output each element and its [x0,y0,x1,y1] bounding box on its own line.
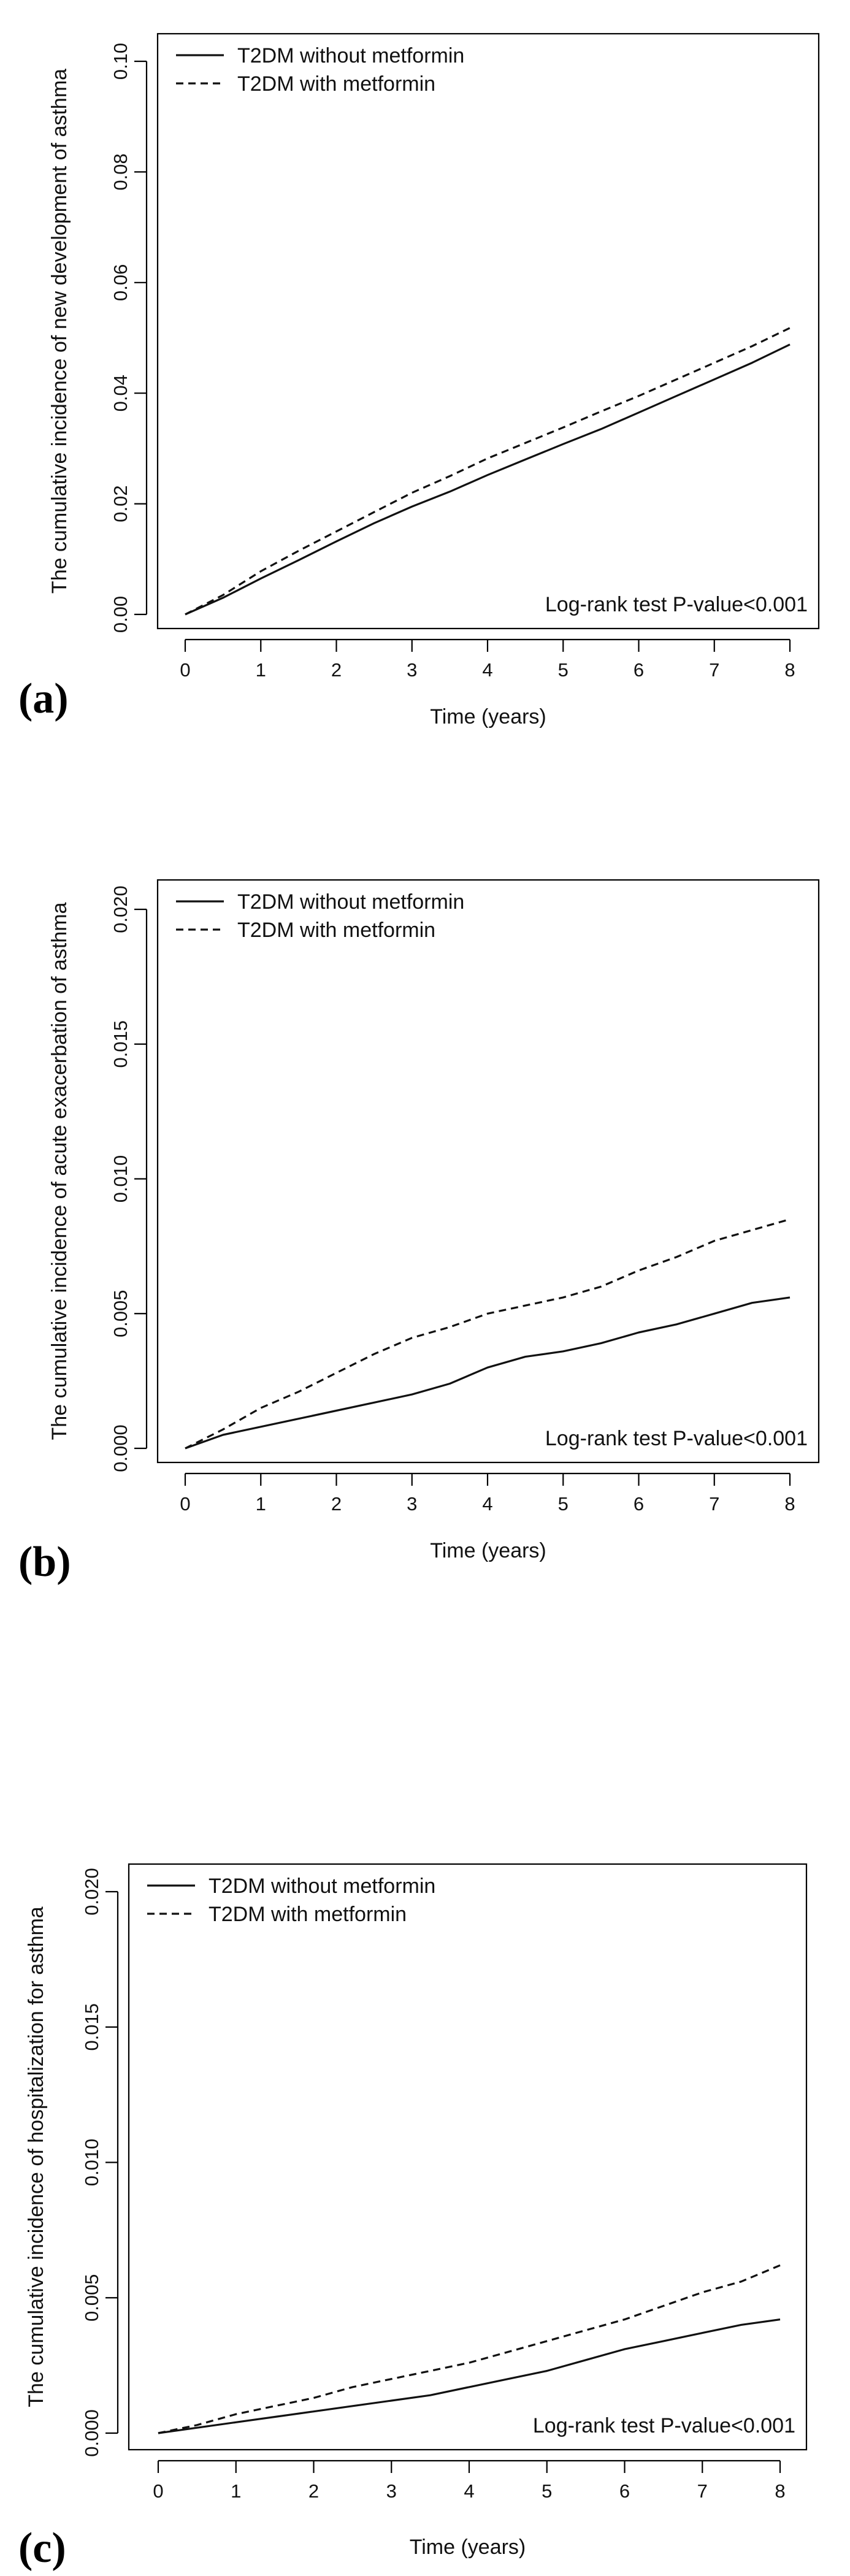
x-tick-label: 2 [331,659,342,681]
legend-label: T2DM without metformin [237,890,464,914]
log-rank-annotation: Log-rank test P-value<0.001 [545,593,808,616]
x-tick-label: 3 [407,1493,417,1515]
y-tick-label: 0.010 [110,1155,131,1203]
x-tick-label: 3 [407,659,417,681]
x-tick-label: 8 [784,659,795,681]
x-tick-label: 2 [308,2480,319,2502]
plot-frame [128,1863,808,2451]
series-line-without-metformin [185,1296,791,1450]
x-tick-label: 7 [697,2480,708,2502]
y-tick-label: 0.000 [81,2409,102,2457]
x-axis-title: Time (years) [410,2536,526,2559]
legend-label: T2DM with metformin [237,72,435,96]
x-tick-label: 0 [153,2480,163,2502]
chart-panel-b: 0 1 2 3 4 5 6 7 8 0.000 0.005 0.010 0.015 0.020 Time (… [18,879,820,1586]
legend-label: T2DM without metformin [209,1875,435,1898]
series-line-without-metformin [158,2318,781,2434]
y-axis-title: The cumulative incidence of hospitalizat… [25,1906,48,2407]
y-axis-title: The cumulative incidence of acute exacer… [48,902,71,1440]
y-tick-label: 0.08 [110,153,131,190]
series-line-without-metformin [185,343,791,616]
y-tick-label: 0.04 [110,375,131,411]
y-tick-label: 0.02 [110,485,131,522]
x-tick-label: 0 [180,1493,190,1515]
plot-frame [156,32,820,630]
x-axis-title: Time (years) [430,705,546,728]
y-axis-title: The cumulative incidence of new developm… [48,69,71,594]
series-line-with-metformin [185,1218,791,1450]
y-tick-label: 0.000 [110,1424,131,1472]
y-tick-label: 0.015 [110,1020,131,1068]
series-line-with-metformin [158,2264,781,2434]
chart-panel-c: 0 1 2 3 4 5 6 7 8 0.000 0.005 0.010 0.015 0.020 Time (… [18,1863,808,2572]
x-tick-label: 4 [482,659,492,681]
x-tick-label: 5 [542,2480,552,2502]
y-tick-label: 0.005 [110,1290,131,1337]
x-tick-label: 4 [482,1493,492,1515]
log-rank-annotation: Log-rank test P-value<0.001 [533,2414,795,2437]
panel-label: (c) [18,2524,66,2572]
x-tick-label: 6 [619,2480,630,2502]
legend-label: T2DM with metformin [209,1903,407,1926]
legend-label: T2DM with metformin [237,919,435,942]
x-tick-label: 7 [709,1493,719,1515]
x-tick-label: 1 [231,2480,241,2502]
x-tick-label: 6 [634,1493,644,1515]
y-tick-label: 0.010 [81,2139,102,2187]
panel-label: (a) [18,675,69,722]
x-tick-label: 7 [709,659,719,681]
x-tick-label: 3 [386,2480,397,2502]
x-tick-label: 6 [634,659,644,681]
panel-label: (b) [18,1538,71,1586]
y-tick-label: 0.06 [110,264,131,301]
chart-panel-a: 0 1 2 3 4 5 6 7 8 0.00 0.02 0.04 0.06 0.08 0.10 Time (y… [18,32,820,728]
x-tick-label: 5 [558,659,569,681]
log-rank-annotation: Log-rank test P-value<0.001 [545,1427,808,1450]
plot-frame [156,879,820,1464]
x-tick-label: 2 [331,1493,342,1515]
x-axis-title: Time (years) [430,1539,546,1562]
legend-label: T2DM without metformin [237,44,464,67]
x-tick-label: 4 [464,2480,474,2502]
x-tick-label: 1 [256,1493,266,1515]
y-tick-label: 0.020 [81,1868,102,1916]
y-tick-label: 0.00 [110,596,131,633]
y-tick-label: 0.005 [81,2274,102,2322]
y-tick-label: 0.015 [81,2003,102,2051]
x-tick-label: 0 [180,659,190,681]
y-tick-label: 0.020 [110,885,131,933]
y-tick-label: 0.10 [110,43,131,80]
x-tick-label: 5 [558,1493,569,1515]
x-tick-label: 1 [256,659,266,681]
x-tick-label: 8 [775,2480,785,2502]
series-line-with-metformin [185,327,791,616]
x-tick-label: 8 [784,1493,795,1515]
